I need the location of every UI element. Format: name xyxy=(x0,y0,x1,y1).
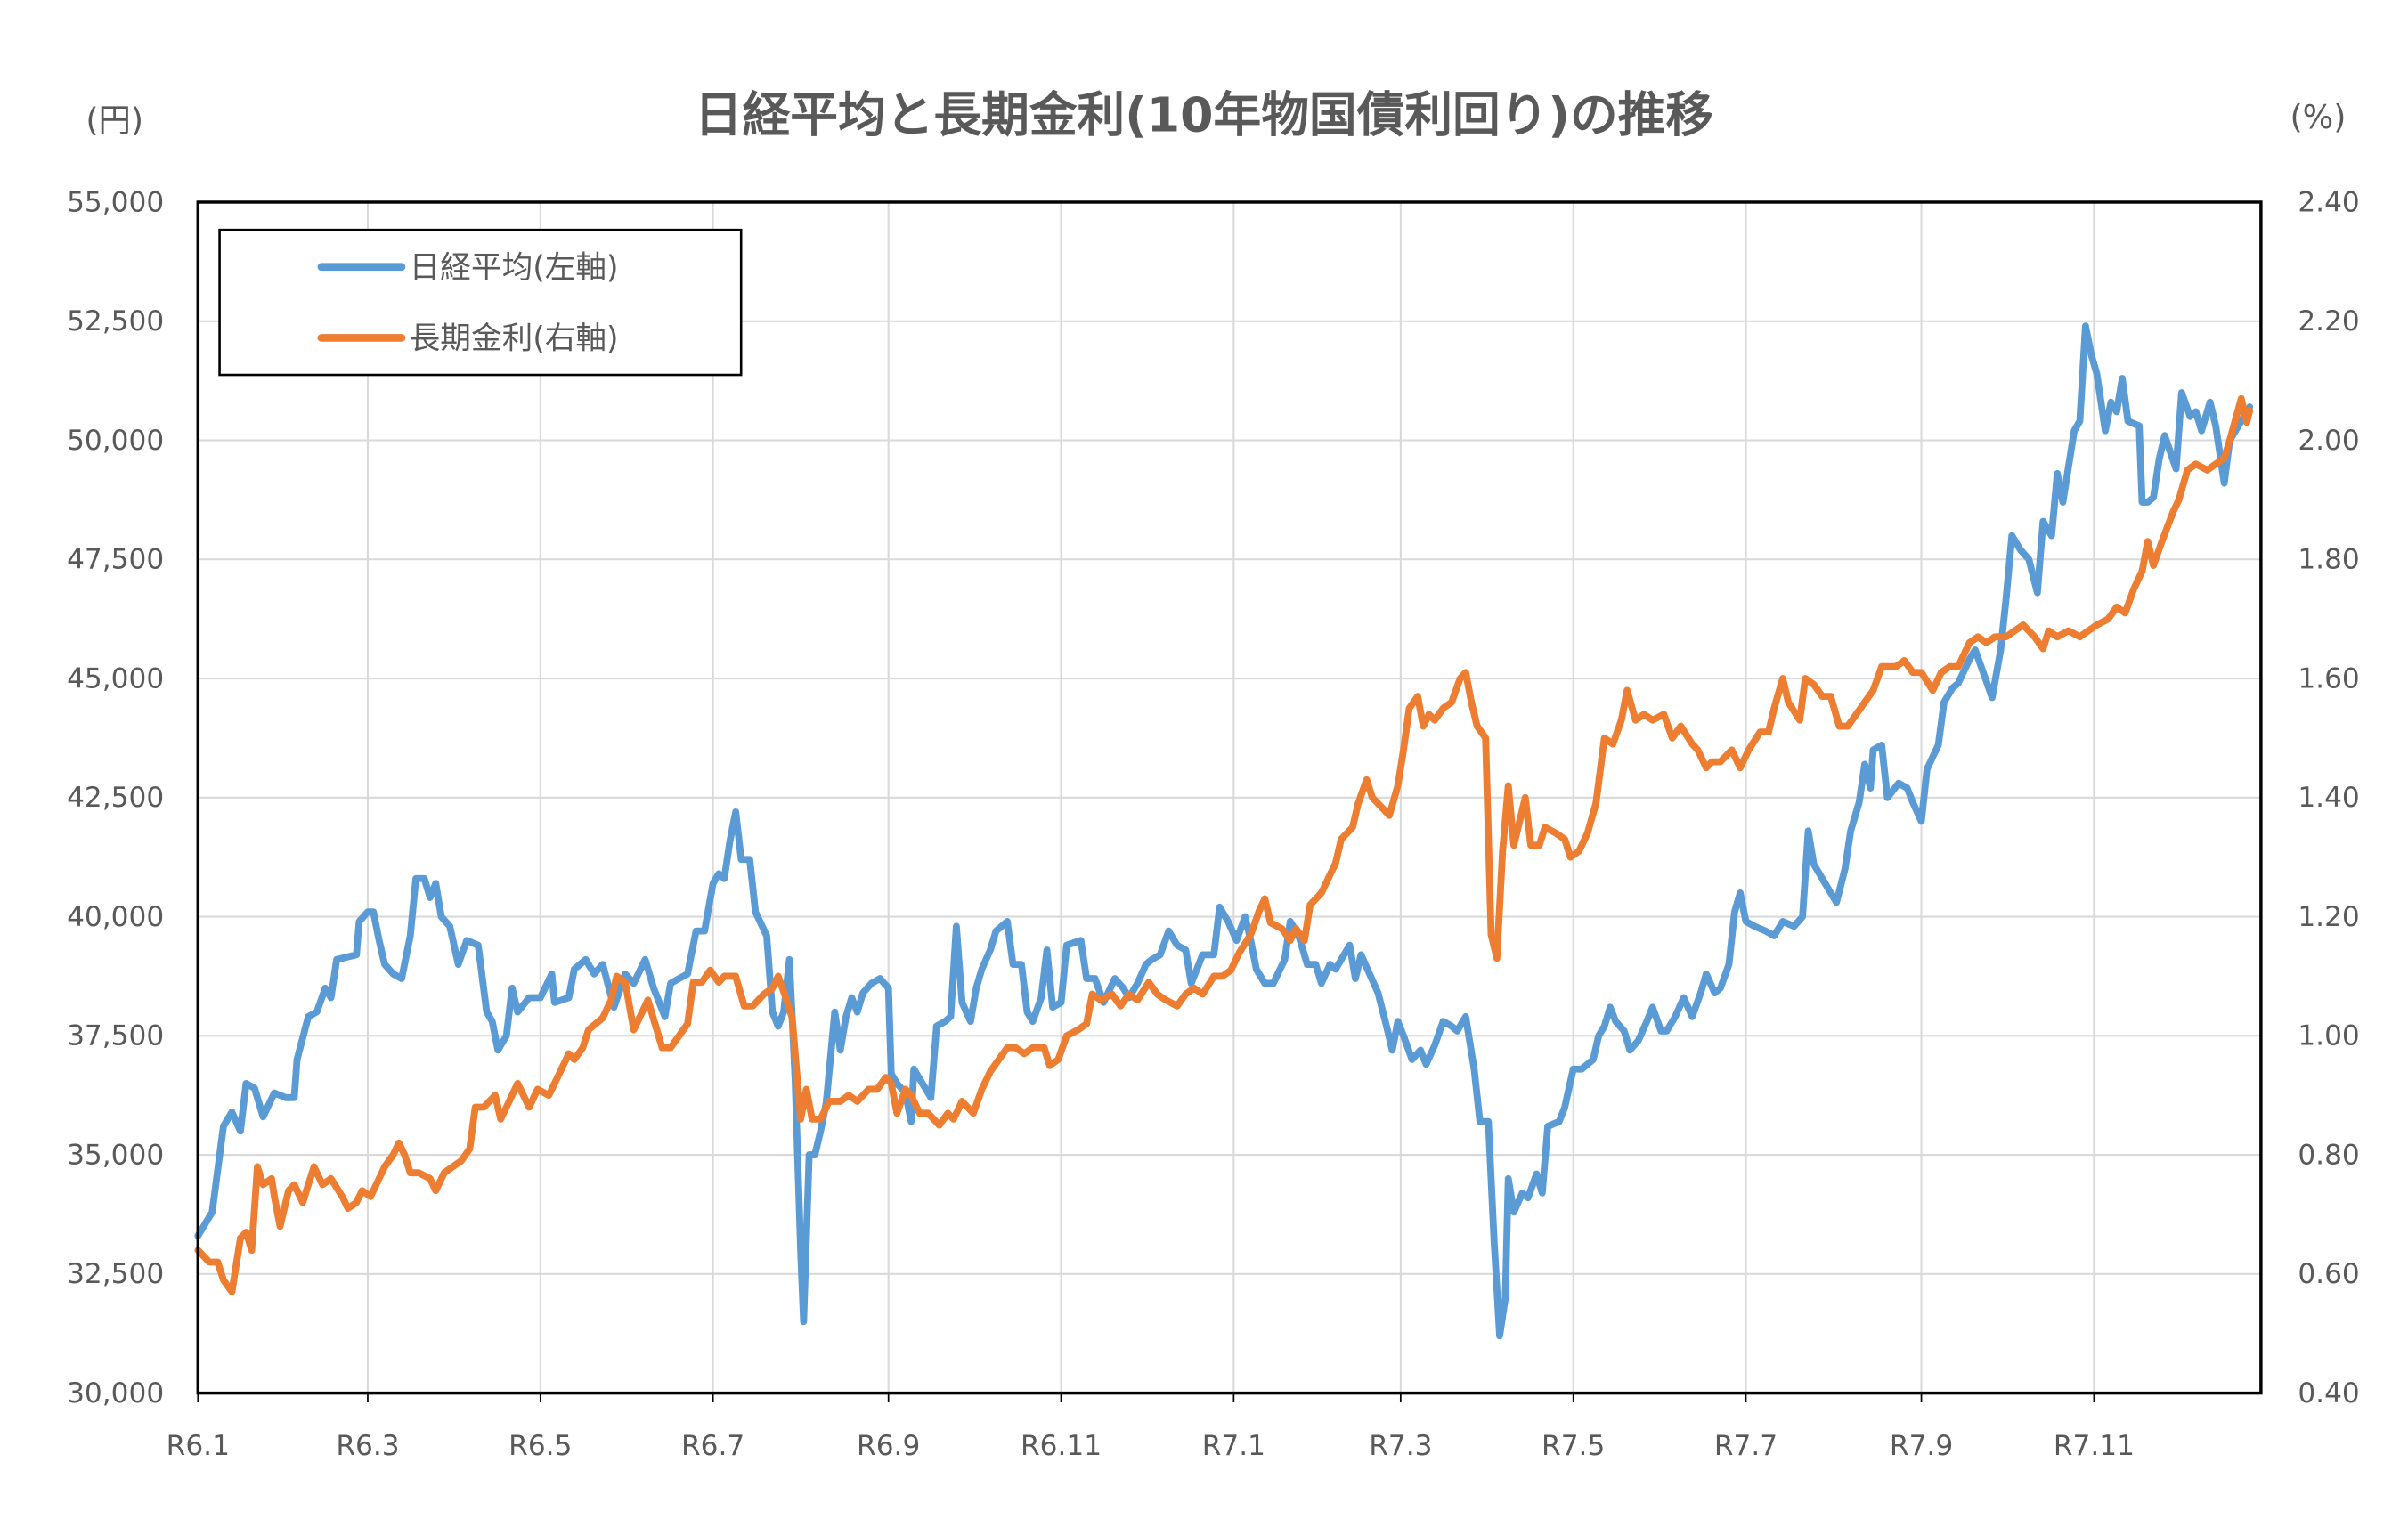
y-right-tick-label: 1.60 xyxy=(2298,662,2359,694)
y-right-tick-label: 1.00 xyxy=(2298,1020,2359,1052)
y-left-unit: (円) xyxy=(85,101,143,139)
legend: 日経平均(左軸) 長期金利(右軸) xyxy=(218,228,743,377)
y-left-tick-label: 55,000 xyxy=(67,186,164,218)
x-tick-label: R7.9 xyxy=(1890,1430,1953,1462)
x-tick-label: R6.7 xyxy=(681,1430,744,1462)
series-line-nikkei xyxy=(194,322,2254,1340)
y-left-tick-label: 45,000 xyxy=(67,662,164,694)
y-left-tick-label: 32,500 xyxy=(67,1258,164,1290)
x-tick-label: R7.3 xyxy=(1369,1430,1432,1462)
y-right-tick-label: 1.40 xyxy=(2298,782,2359,814)
tick-labels: 30,000 0.40 32,500 0.60 35,000 0.80 37,500 1.00… xyxy=(67,186,2360,1462)
y-left-tick-label: 30,000 xyxy=(67,1377,164,1409)
y-left-tick-label: 35,000 xyxy=(67,1139,164,1171)
x-tick-label: R6.3 xyxy=(336,1430,399,1462)
y-right-tick-label: 2.20 xyxy=(2298,305,2359,337)
legend-box xyxy=(218,228,743,377)
y-right-tick-label: 0.40 xyxy=(2298,1377,2359,1409)
y-left-tick-label: 50,000 xyxy=(67,425,164,457)
y-left-tick-label: 42,500 xyxy=(67,782,164,814)
gridlines xyxy=(197,200,2261,1402)
x-tick-label: R7.11 xyxy=(2054,1430,2135,1462)
y-right-unit: (%) xyxy=(2290,98,2347,136)
y-right-tick-label: 1.80 xyxy=(2298,544,2359,576)
plot-area-border xyxy=(196,200,2263,1395)
x-tick-label: R7.5 xyxy=(1542,1430,1605,1462)
chart-title: 日経平均と長期金利(10年物国債利回り)の推移 xyxy=(695,86,1713,142)
y-right-tick-label: 0.60 xyxy=(2298,1258,2359,1290)
y-left-tick-label: 40,000 xyxy=(67,901,164,933)
y-right-tick-label: 0.80 xyxy=(2298,1139,2359,1171)
x-tick-label: R6.9 xyxy=(857,1430,920,1462)
y-right-tick-label: 2.40 xyxy=(2298,186,2359,218)
legend-label-nikkei: 日経平均(左軸) xyxy=(410,250,619,286)
x-tick-label: R6.11 xyxy=(1021,1430,1102,1462)
series-line-jgb-yield xyxy=(194,394,2254,1295)
y-left-tick-label: 52,500 xyxy=(67,305,164,337)
y-left-tick-label: 37,500 xyxy=(67,1020,164,1052)
x-tick-label: R7.1 xyxy=(1202,1430,1265,1462)
x-tick-label: R6.1 xyxy=(167,1430,230,1462)
y-left-tick-label: 47,500 xyxy=(67,544,164,576)
x-tick-label: R7.7 xyxy=(1714,1430,1778,1462)
legend-label-jgb: 長期金利(右軸) xyxy=(410,321,619,357)
y-right-tick-label: 1.20 xyxy=(2298,901,2359,933)
x-tick-label: R6.5 xyxy=(508,1430,572,1462)
y-right-tick-label: 2.00 xyxy=(2298,425,2359,457)
series-lines xyxy=(194,322,2254,1340)
